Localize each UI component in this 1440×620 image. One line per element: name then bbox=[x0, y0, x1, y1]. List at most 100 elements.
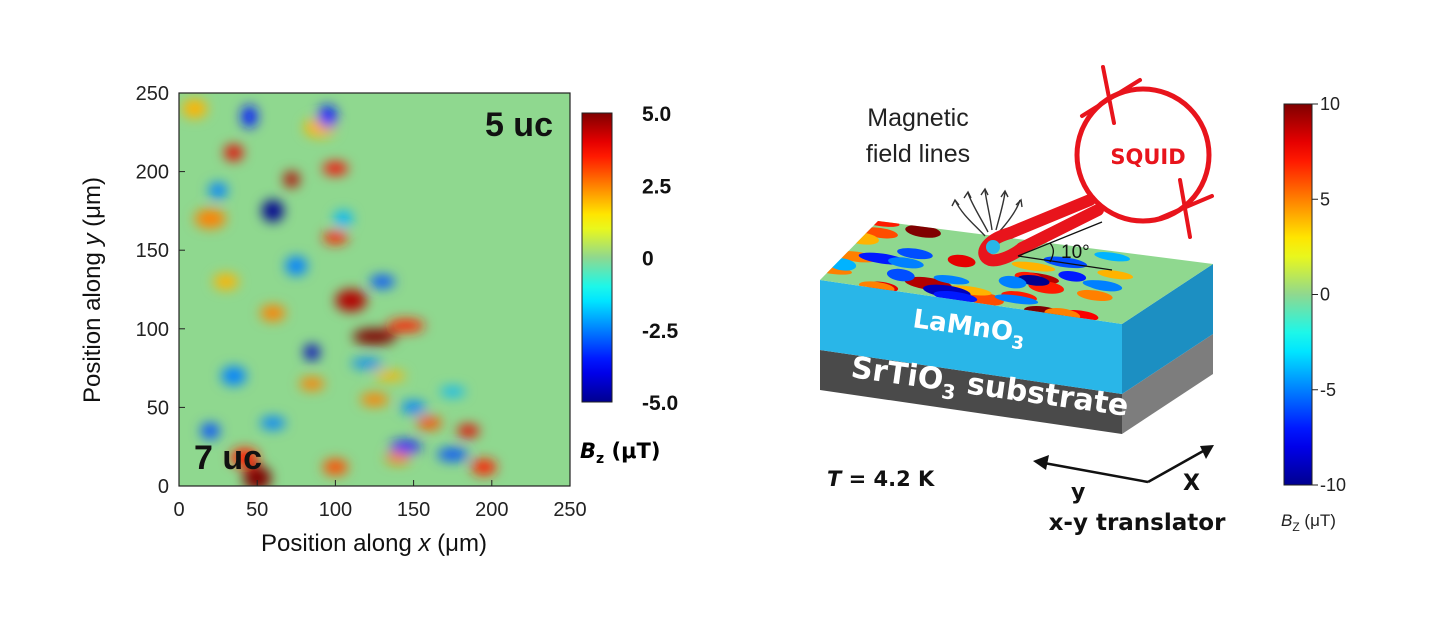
heatmap-blob bbox=[322, 162, 348, 175]
heatmap-blob bbox=[224, 144, 244, 161]
surface-blob bbox=[1058, 270, 1087, 282]
heatmap-blob bbox=[299, 377, 325, 391]
lamno3-front bbox=[820, 280, 1122, 394]
heatmap-blob bbox=[318, 105, 337, 128]
colorbar-2-tick: -5 bbox=[1320, 380, 1336, 400]
surface-blob bbox=[1076, 289, 1113, 302]
squid-diagram: LaMnO3 SrTiO3 substrate bbox=[820, 65, 1346, 536]
y-tick-label: 200 bbox=[136, 162, 169, 184]
surface-blob bbox=[1094, 252, 1131, 262]
heatmap-blob bbox=[261, 199, 284, 222]
heatmap-blob bbox=[285, 256, 308, 276]
heatmap-blob bbox=[194, 209, 226, 229]
heatmap-blob bbox=[351, 358, 383, 369]
surface-blob bbox=[947, 254, 976, 268]
surface-blob bbox=[897, 248, 933, 260]
surface-blob bbox=[998, 275, 1027, 289]
heatmap-blob bbox=[471, 459, 497, 475]
surface-blob bbox=[994, 294, 1039, 305]
heatmap-blob bbox=[440, 386, 466, 397]
colorbar-2-tick: -10 bbox=[1320, 475, 1346, 495]
colorbar-1-label: Bz (μT) bbox=[580, 439, 660, 467]
annotation-5uc: 5 uc bbox=[485, 106, 553, 144]
surface-blob bbox=[1097, 270, 1134, 280]
heatmap-chart: 0 50 100 150 200 250 0 50 100 150 200 250 Position… bbox=[79, 83, 679, 557]
plot-area bbox=[179, 93, 570, 486]
surface-blob bbox=[1086, 280, 1123, 292]
heatmap-blob bbox=[241, 105, 258, 128]
colorbar-2-tick: 10 bbox=[1320, 94, 1340, 114]
heatmap-blob bbox=[335, 289, 367, 312]
annotation-7uc: 7 uc bbox=[194, 439, 262, 477]
heatmap-blob bbox=[221, 366, 247, 386]
squid-label: SQUID bbox=[1110, 145, 1185, 169]
y-tick-label: 150 bbox=[136, 240, 169, 262]
colorbar-1-tick: 0 bbox=[642, 248, 654, 271]
y-tick-label: 100 bbox=[136, 319, 169, 341]
field-lines bbox=[951, 187, 1023, 237]
field-lines-label-2: field lines bbox=[866, 140, 970, 168]
heatmap-blob bbox=[182, 99, 208, 119]
squid-tip bbox=[986, 240, 1000, 254]
colorbar-1-tick: -5.0 bbox=[642, 392, 678, 415]
surface-blob bbox=[886, 268, 915, 282]
heatmap-blob bbox=[243, 465, 272, 486]
x-axis-label: Position along x (μm) bbox=[261, 530, 487, 557]
translator-label: x-y translator bbox=[1049, 510, 1227, 536]
heatmap-blob bbox=[457, 424, 480, 438]
y-tick-label: 0 bbox=[158, 476, 169, 498]
x-tick-label: 50 bbox=[246, 499, 268, 521]
surface-blob bbox=[1011, 261, 1056, 272]
heatmap-blob bbox=[260, 416, 286, 430]
heatmap-blob bbox=[208, 182, 228, 199]
y-axis-label: Position along y (μm) bbox=[79, 177, 106, 403]
axis-x-label: X bbox=[1183, 471, 1200, 496]
heatmap-blob bbox=[385, 451, 411, 464]
x-tick-label: 150 bbox=[397, 499, 430, 521]
angle-label: 10° bbox=[1061, 242, 1090, 263]
substrate-front bbox=[820, 350, 1122, 434]
x-tick-label: 100 bbox=[319, 499, 352, 521]
heatmap-blob bbox=[374, 371, 406, 381]
heatmap-blob bbox=[213, 273, 239, 290]
heatmap-blob bbox=[369, 275, 395, 288]
heatmap-blob bbox=[390, 440, 422, 453]
surface-blob bbox=[820, 264, 853, 275]
colorbar-2-tick: 5 bbox=[1320, 189, 1330, 209]
heatmap-blob bbox=[230, 448, 259, 468]
angle-indicator bbox=[1017, 221, 1113, 271]
x-axis-ticks: 0 50 100 150 200 250 bbox=[173, 480, 587, 521]
heatmap-blob bbox=[322, 459, 348, 475]
heatmap-blob bbox=[283, 171, 300, 188]
heatmap-blob bbox=[333, 210, 353, 227]
heatmap-blob bbox=[200, 423, 220, 439]
x-tick-label: 200 bbox=[475, 499, 508, 521]
heatmap-blob bbox=[416, 416, 442, 430]
squid-sensor bbox=[978, 65, 1214, 267]
colorbar-2-label: BZ (μT) bbox=[1281, 511, 1336, 534]
heatmap-blob bbox=[401, 401, 427, 414]
x-tick-label: 250 bbox=[553, 499, 586, 521]
y-tick-label: 50 bbox=[147, 397, 169, 419]
surface-blob bbox=[859, 221, 900, 227]
substrate-side bbox=[1122, 334, 1213, 434]
x-tick-label: 0 bbox=[173, 499, 184, 521]
surface-blob bbox=[905, 224, 941, 238]
heatmap-blob bbox=[304, 344, 320, 361]
y-axis-ticks: 0 50 100 150 200 250 bbox=[136, 83, 185, 498]
heatmap-blob bbox=[352, 328, 397, 345]
heatmap-blob bbox=[360, 393, 389, 406]
colorbar-2-tick: 0 bbox=[1320, 285, 1330, 305]
plot-frame bbox=[178, 92, 571, 487]
film-top-surface bbox=[820, 221, 1213, 324]
field-lines-label: Magnetic bbox=[867, 104, 968, 132]
heatmap-blob bbox=[260, 305, 286, 321]
heatmap-blob bbox=[322, 231, 348, 244]
y-tick-label: 250 bbox=[136, 83, 169, 105]
colorbar-2 bbox=[1283, 103, 1313, 486]
colorbar-1-ticks: 5.0 2.5 0 -2.5 -5.0 bbox=[642, 103, 679, 415]
heatmap-field bbox=[182, 99, 497, 486]
surface-blob bbox=[888, 257, 924, 269]
translator-axes bbox=[1033, 445, 1214, 484]
